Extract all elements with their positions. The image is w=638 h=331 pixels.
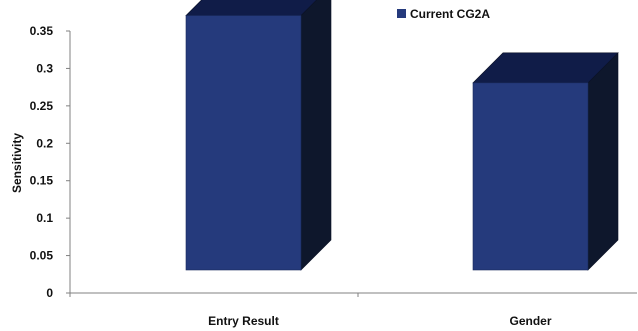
y-tick-label: 0.15 — [30, 174, 54, 188]
y-tick-label: 0.35 — [30, 24, 54, 38]
legend-swatch — [397, 9, 406, 18]
bar — [472, 82, 589, 271]
legend-label: Current CG2A — [410, 7, 490, 21]
bar-side — [300, 0, 332, 271]
x-tick-label: Entry Result — [208, 314, 279, 328]
bar-side — [587, 52, 619, 271]
y-tick-label: 0 — [46, 286, 53, 300]
y-tick-label: 0.05 — [30, 249, 54, 263]
labels: 0 0.05 0.1 0.15 0.2 0.25 0.3 0.35 Entry Result Ge… — [30, 24, 552, 328]
x-tick-label: Gender — [509, 314, 551, 328]
legend: Current CG2A — [397, 7, 490, 21]
y-axis-title: Sensitivity — [10, 133, 24, 193]
y-tick-label: 0.25 — [30, 99, 54, 113]
y-tick-label: 0.3 — [36, 61, 53, 75]
y-tick-label: 0.1 — [36, 211, 53, 225]
y-tick-label: 0.2 — [36, 136, 53, 150]
axes — [66, 30, 637, 297]
bars — [185, 0, 619, 271]
bar — [185, 15, 302, 271]
